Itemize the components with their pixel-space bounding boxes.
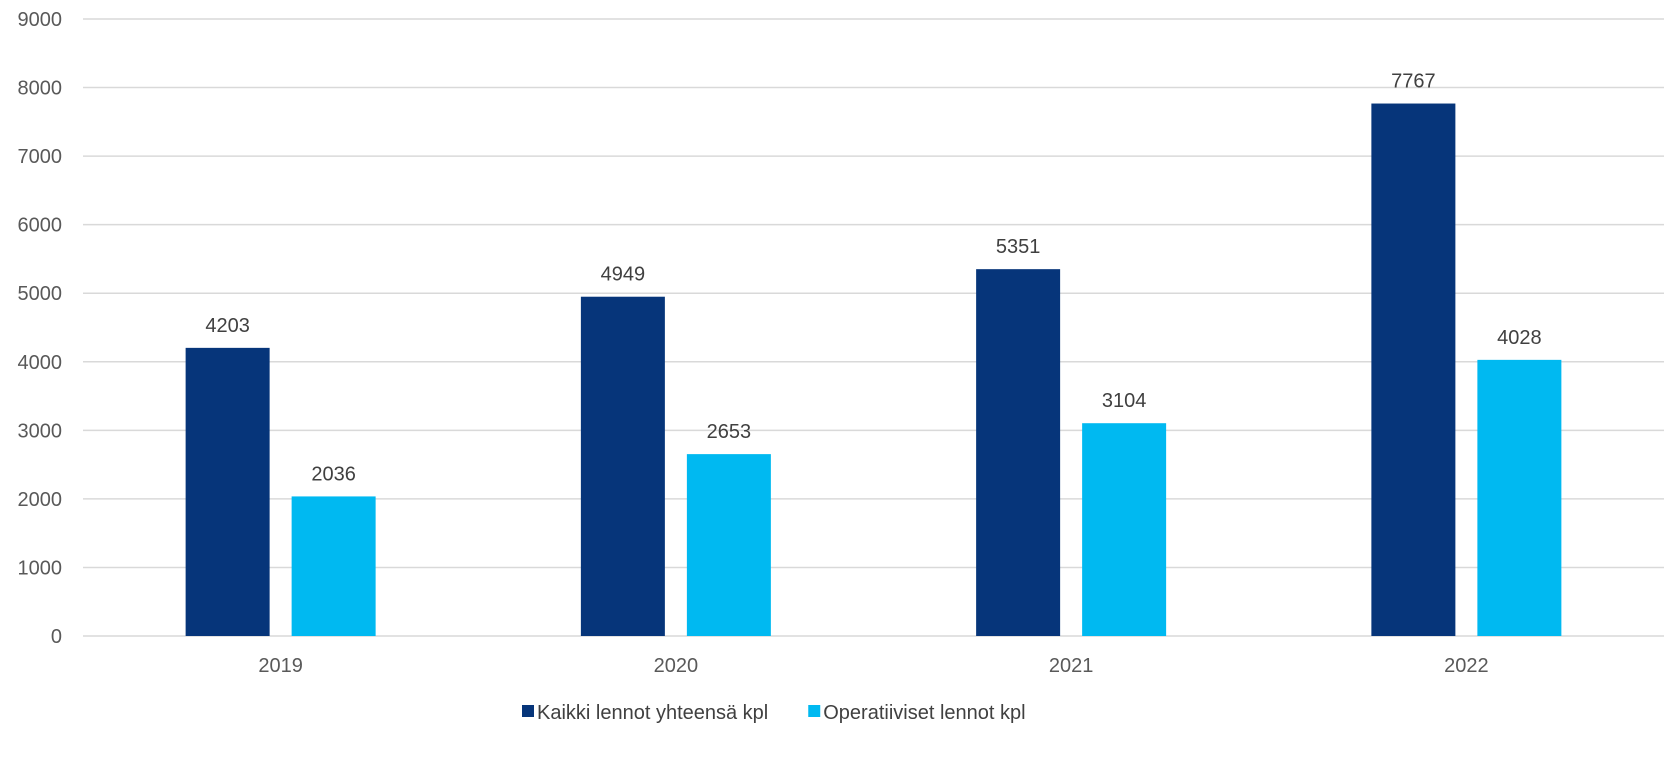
legend-swatch [808,705,821,717]
data-label: 4949 [601,264,646,286]
x-axis-tick-labels: 2019 2020 2021 2022 [258,655,1488,677]
data-labels: 4203 2036 4949 2653 5351 3104 7767 4028 [205,71,1541,486]
x-tick-label: 2021 [1049,655,1094,677]
y-axis-tick-labels: 0 1000 2000 3000 4000 5000 6000 7000 8000 9000 [18,9,63,648]
legend-item: Operatiiviset lennot kpl [808,702,1026,724]
y-tick-label: 2000 [18,489,63,511]
bar [686,454,771,636]
y-tick-label: 5000 [18,283,63,305]
x-tick-label: 2022 [1444,655,1489,677]
bar [580,296,665,636]
data-label: 4203 [205,315,250,337]
bar [976,269,1061,636]
y-tick-label: 9000 [18,9,63,31]
data-label: 5351 [996,236,1041,258]
data-label: 3104 [1102,390,1147,412]
legend-swatch [522,705,534,717]
legend: Kaikki lennot yhteensä kpl Operatiiviset … [522,702,1026,724]
data-label: 2653 [707,421,752,443]
y-tick-label: 0 [51,626,62,648]
legend-item: Kaikki lennot yhteensä kpl [522,702,768,724]
data-label: 2036 [311,463,356,485]
bar [185,347,270,636]
bar [291,496,376,636]
y-tick-label: 3000 [18,420,63,442]
bar [1082,423,1167,636]
y-tick-label: 6000 [18,215,63,237]
y-tick-label: 1000 [18,557,63,579]
bars [185,103,1562,637]
data-label: 4028 [1497,327,1542,349]
bar [1371,103,1456,637]
legend-label: Kaikki lennot yhteensä kpl [537,702,768,724]
x-tick-label: 2020 [654,655,699,677]
data-label: 7767 [1391,71,1436,93]
legend-label: Operatiiviset lennot kpl [823,702,1025,724]
y-tick-label: 7000 [18,146,63,168]
bar [1477,359,1562,636]
x-tick-label: 2019 [258,655,303,677]
y-tick-label: 4000 [18,352,63,374]
y-tick-label: 8000 [18,78,63,100]
